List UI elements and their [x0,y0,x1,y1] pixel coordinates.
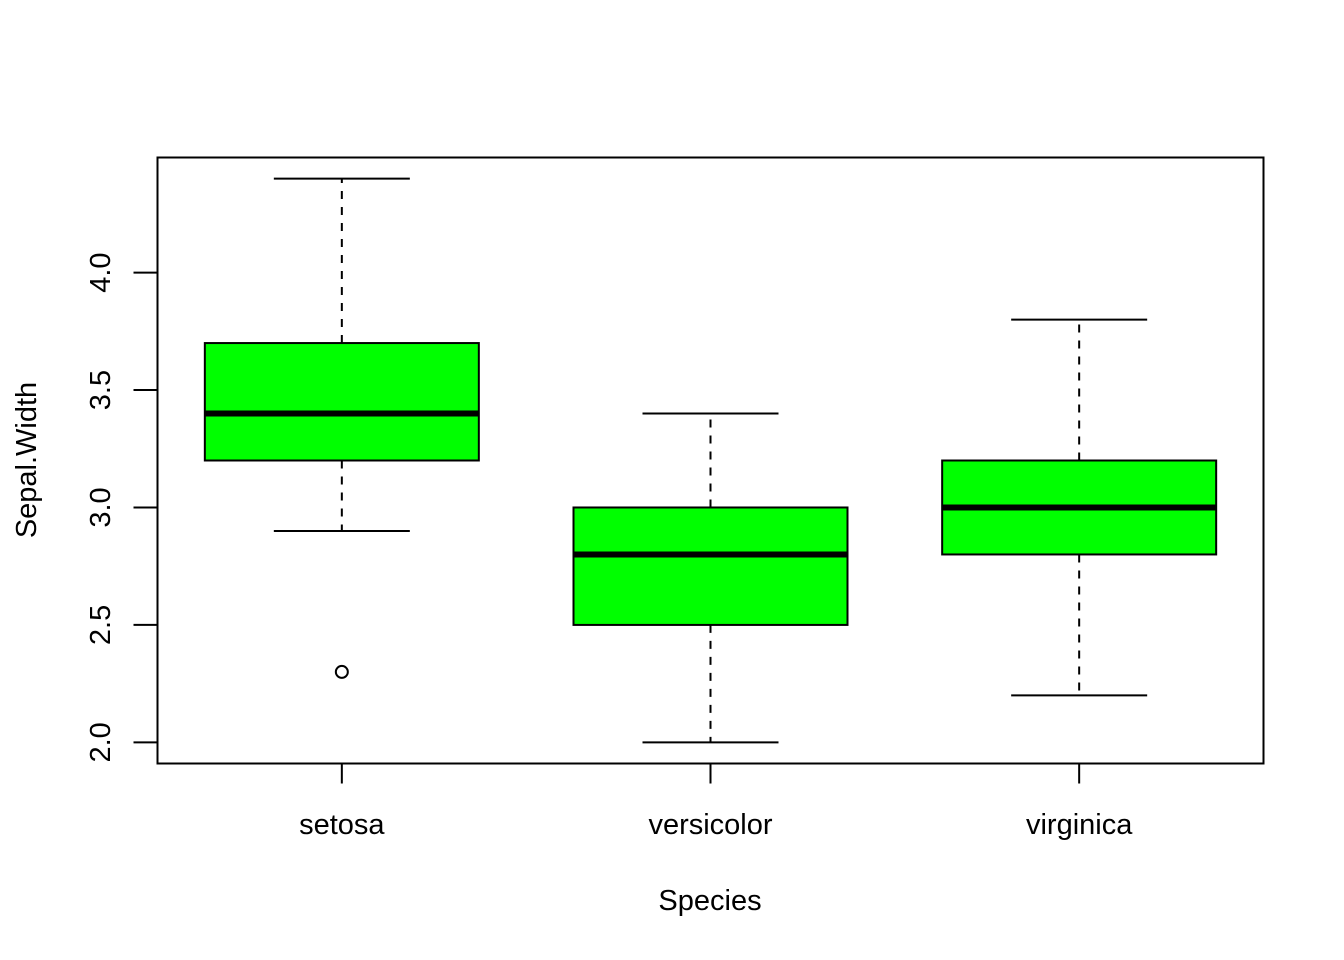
iqr-box [203,342,480,462]
x-axis: setosa versicolor virginica [299,763,1133,841]
y-tick-label: 4.0 [85,252,117,292]
box-setosa [203,177,480,679]
y-tick-label: 3.0 [85,487,117,527]
y-axis-title: Sepal.Width [11,382,43,538]
y-axis: 2.0 2.5 3.0 3.5 4.0 [85,252,158,763]
x-axis-title: Species [658,885,761,917]
y-tick-label: 3.5 [85,370,117,410]
box-versicolor [572,412,849,744]
x-tick-label-versicolor: versicolor [648,809,772,841]
boxes-layer [203,177,1218,744]
box-virginica [941,318,1218,697]
iqr-box [572,506,849,626]
x-tick-label-virginica: virginica [1026,809,1133,841]
y-tick-label: 2.0 [85,722,117,762]
outlier-point [334,664,349,679]
y-tick-label: 2.5 [85,605,117,645]
x-tick-label-setosa: setosa [299,809,385,841]
